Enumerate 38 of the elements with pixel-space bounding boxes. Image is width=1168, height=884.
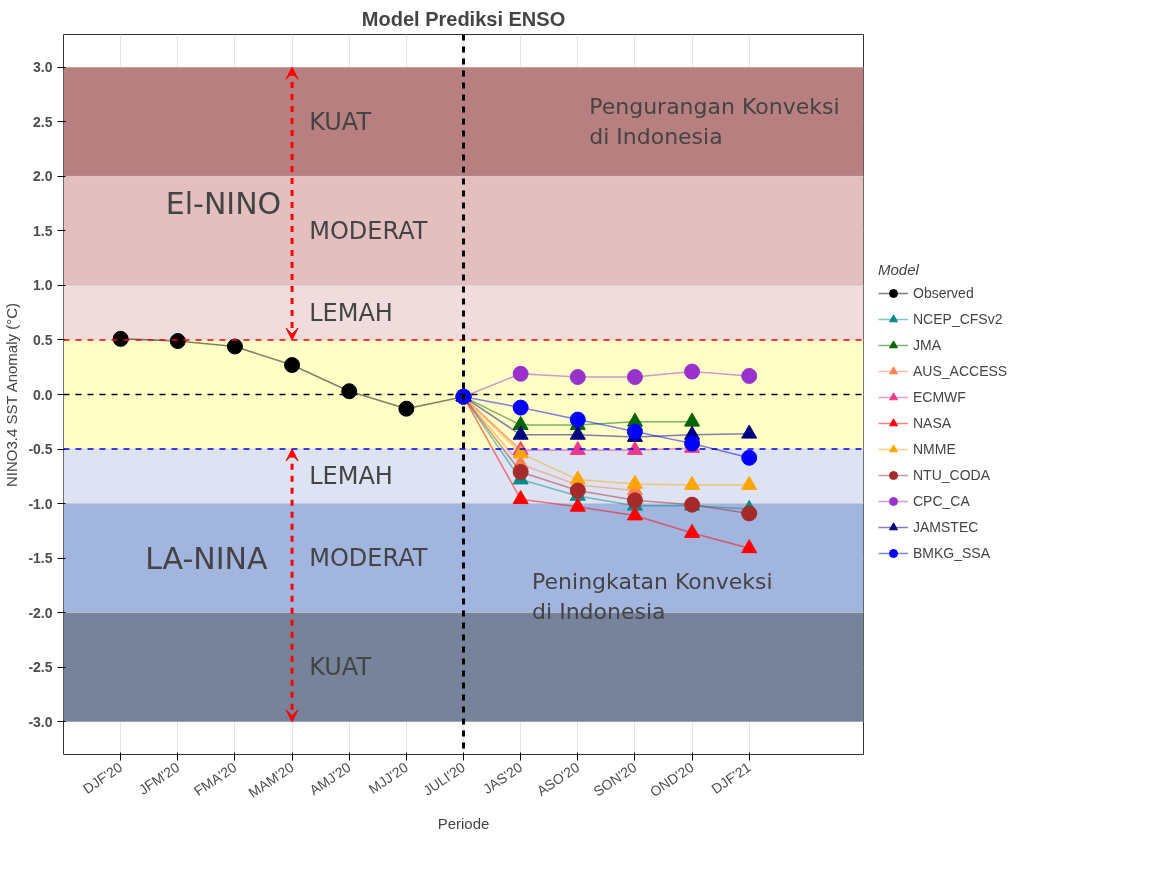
- band-label: MODERAT: [309, 544, 428, 573]
- legend-label: CPC_CA: [913, 492, 970, 509]
- legend-label: NCEP_CFSv2: [913, 310, 1003, 327]
- legend-label: Observed: [913, 284, 974, 301]
- band-label: LEMAH: [309, 462, 393, 491]
- band-label: KUAT: [309, 107, 372, 136]
- legend-label: NASA: [913, 414, 952, 431]
- legend-label: NMME: [913, 440, 956, 457]
- legend-label: JMA: [913, 336, 941, 353]
- legend-label: AUS_ACCESS: [913, 362, 1008, 379]
- annotation: Peningkatan Konveksi di Indonesia: [532, 568, 773, 624]
- legend-label: ECMWF: [913, 388, 966, 405]
- legend-label: JAMSTEC: [913, 518, 979, 535]
- y-tick-label: 2.0: [33, 168, 53, 185]
- band-label: LEMAH: [309, 298, 393, 327]
- y-tick-label: 1.5: [33, 222, 53, 239]
- legend-title: Model: [878, 260, 920, 278]
- y-tick-label: -2.5: [28, 659, 53, 676]
- annotation: LA-NINA: [145, 540, 269, 576]
- y-tick-label: -1.5: [28, 550, 53, 567]
- annotation: Pengurangan Konveksi di Indonesia: [589, 94, 840, 150]
- band-label: KUAT: [309, 653, 372, 682]
- y-tick-label: 0.5: [33, 331, 53, 348]
- y-tick-label: 3.0: [33, 59, 53, 76]
- y-tick-label: 2.5: [33, 113, 53, 130]
- y-tick-label: 0.0: [33, 386, 53, 403]
- x-axis-title: Periode: [437, 815, 490, 833]
- y-tick-label: -2.0: [28, 604, 53, 621]
- y-axis-title: NINO3.4 SST Anomaly (°C): [3, 302, 21, 488]
- y-tick-label: 1.0: [33, 277, 53, 294]
- annotation: El-NINO: [165, 186, 282, 222]
- y-tick-label: -0.5: [28, 441, 53, 458]
- y-tick-label: -1.0: [28, 495, 53, 512]
- chart-title: Model Prediksi ENSO: [361, 7, 566, 30]
- legend-label: BMKG_SSA: [913, 544, 991, 561]
- band-label: MODERAT: [309, 216, 428, 245]
- legend-label: NTU_CODA: [913, 466, 991, 483]
- y-tick-label: -3.0: [28, 713, 53, 730]
